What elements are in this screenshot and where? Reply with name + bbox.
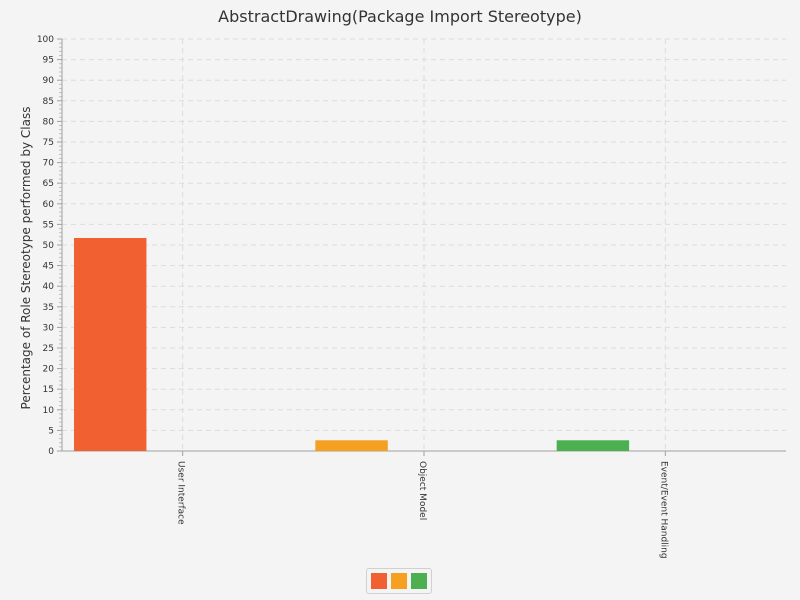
y-tick-label: 15 — [43, 385, 54, 395]
y-tick-label: 10 — [43, 406, 55, 416]
y-tick-label: 25 — [43, 344, 54, 354]
y-tick-label: 75 — [43, 138, 54, 148]
y-tick-label: 5 — [48, 426, 54, 436]
grid-lines — [62, 38, 786, 451]
x-tick-label: User Interface — [176, 461, 186, 525]
axes — [57, 38, 786, 456]
bar — [315, 440, 388, 451]
x-tick-label: Event/Event Handling — [658, 461, 668, 559]
y-tick-label: 40 — [43, 282, 55, 292]
y-tick-label: 55 — [43, 220, 54, 230]
y-tick-label: 85 — [43, 97, 54, 107]
y-tick-label: 20 — [43, 365, 55, 375]
y-axis-title: Percentage of Role Stereotype performed … — [19, 107, 33, 410]
y-tick-label: 65 — [43, 179, 54, 189]
legend — [366, 568, 432, 594]
legend-swatch — [371, 573, 387, 589]
chart-title: AbstractDrawing(Package Import Stereotyp… — [218, 7, 582, 26]
x-tick-label: Object Model — [417, 461, 427, 520]
y-tick-label: 60 — [43, 200, 55, 210]
y-tick-label: 35 — [43, 303, 54, 313]
y-tick-label: 30 — [43, 323, 55, 333]
bars — [74, 237, 630, 451]
y-tick-label: 80 — [43, 117, 55, 127]
y-tick-label: 70 — [43, 159, 55, 169]
legend-swatch — [391, 573, 407, 589]
y-tick-label: 100 — [37, 35, 54, 45]
y-tick-label: 50 — [43, 241, 55, 251]
y-tick-label: 0 — [48, 447, 54, 457]
axis-labels: 0 5 10 15 20 25 30 35 40 45 50 55 60 65 70 75 80 85 90 95 10… — [37, 35, 669, 559]
bar — [74, 237, 147, 451]
y-tick-label: 95 — [43, 56, 54, 66]
bar — [556, 440, 630, 451]
y-tick-label: 45 — [43, 262, 54, 272]
y-tick-label: 90 — [43, 76, 55, 86]
legend-swatch — [411, 573, 427, 589]
